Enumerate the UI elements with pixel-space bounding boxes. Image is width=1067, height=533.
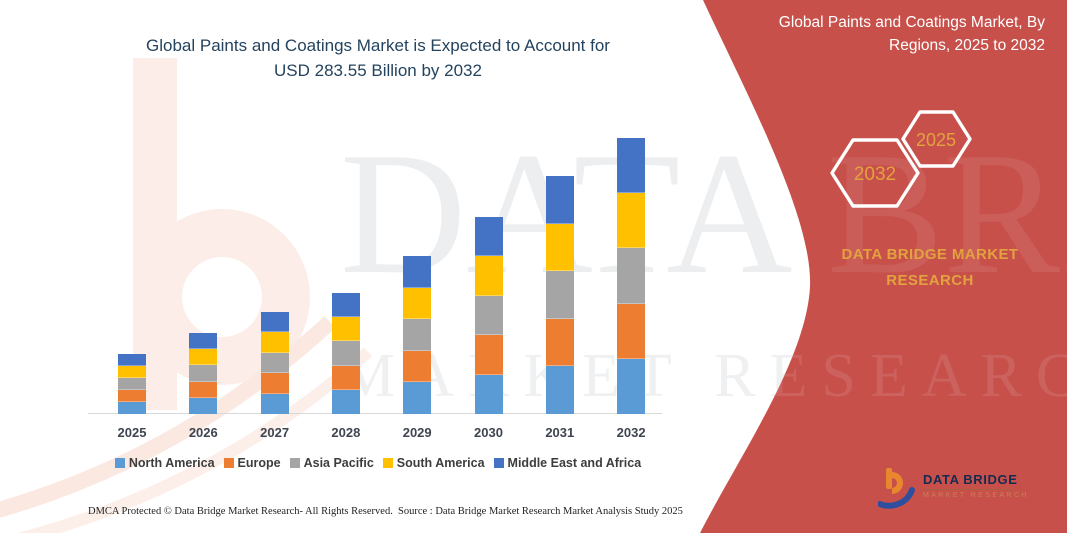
legend-swatch-icon (289, 458, 300, 468)
databridge-logo-icon (878, 468, 915, 509)
bar-segment-south-america (403, 287, 432, 320)
bar-2027 (260, 312, 289, 414)
bar-segment-middle-east-and-africa (474, 217, 503, 257)
bar-segment-north-america (260, 393, 289, 414)
bar-2031 (545, 176, 574, 414)
bar-2025 (118, 354, 146, 414)
brand-wordmark-line1: DATA BRIDGE MARKET (841, 246, 1019, 263)
bar-segment-north-america (617, 358, 646, 414)
bar-segment-south-america (617, 193, 646, 249)
legend-label: Asia Pacific (303, 456, 374, 470)
page-title-line1: Global Paints and Coatings Market is Exp… (146, 36, 610, 55)
bar-segment-asia-pacific (617, 248, 646, 304)
x-axis-label: 2025 (117, 425, 147, 440)
legend-label: Europe (237, 456, 281, 470)
legend-swatch-icon (223, 458, 234, 468)
bar-segment-south-america (260, 332, 289, 353)
legend-item-europe: Europe (223, 456, 281, 470)
x-axis-label: 2032 (616, 425, 646, 440)
legend-item-middle-east-and-africa: Middle East and Africa (493, 456, 642, 470)
brand-wordmark-line2: RESEARCH (886, 272, 974, 289)
bar-segment-asia-pacific (260, 352, 289, 374)
source-text: Source : Data Bridge Market Research Mar… (398, 506, 683, 517)
x-axis-label: 2028 (331, 425, 361, 440)
logo-divider (923, 489, 1013, 490)
bar-segment-asia-pacific (474, 295, 503, 336)
bar-segment-middle-east-and-africa (260, 312, 289, 333)
bar-segment-south-america (118, 366, 146, 379)
hexagon-badge-2032: 2032 (830, 138, 920, 208)
legend-item-north-america: North America (114, 456, 215, 470)
bar-segment-europe (474, 335, 503, 375)
bar-2028 (331, 293, 360, 414)
bar-segment-north-america (118, 402, 146, 414)
bar-segment-south-america (474, 256, 503, 296)
banner-caption-line2: Regions, 2025 to 2032 (889, 37, 1045, 54)
bar-segment-north-america (545, 366, 574, 414)
bar-2032 (617, 138, 646, 414)
hexagon-badge-2025: 2025 (901, 110, 972, 168)
x-axis-label: 2026 (188, 425, 218, 440)
bar-segment-north-america (403, 382, 432, 414)
bar-segment-middle-east-and-africa (331, 293, 360, 318)
legend-swatch-icon (114, 458, 125, 468)
bar-segment-europe (403, 350, 432, 383)
bar-2029 (403, 256, 432, 414)
legend-label: North America (128, 456, 215, 470)
x-axis-label: 2027 (260, 425, 290, 440)
databridge-logo: DATA BRIDGE MARKET RESEARCH (878, 464, 1029, 510)
bar-2030 (474, 217, 503, 414)
banner-caption: Global Paints and Coatings Market, By Re… (720, 11, 1045, 57)
bar-segment-asia-pacific (189, 365, 218, 382)
bar-segment-asia-pacific (331, 341, 360, 366)
legend-item-asia-pacific: Asia Pacific (289, 456, 374, 470)
logo-name-text: DATA BRIDGE (923, 472, 1018, 487)
bar-segment-middle-east-and-africa (189, 333, 218, 350)
red-banner-shape (700, 0, 1067, 533)
bar-segment-asia-pacific (118, 378, 146, 391)
legend-label: South America (396, 456, 485, 470)
legend-item-south-america: South America (382, 456, 485, 470)
hexagon-2025-label: 2025 (916, 130, 956, 150)
bar-segment-north-america (189, 397, 218, 414)
x-axis-label: 2029 (402, 425, 432, 440)
bar-segment-south-america (189, 349, 218, 366)
bar-segment-europe (189, 381, 218, 398)
bar-segment-middle-east-and-africa (617, 138, 646, 194)
x-axis-label: 2030 (474, 425, 503, 440)
hexagon-2032-label: 2032 (854, 164, 896, 185)
bar-segment-middle-east-and-africa (118, 354, 146, 367)
bar-segment-asia-pacific (403, 319, 432, 351)
legend-swatch-icon (493, 458, 504, 468)
x-axis-label: 2031 (545, 425, 575, 440)
bar-segment-asia-pacific (545, 271, 574, 319)
brand-wordmark: DATA BRIDGE MARKET RESEARCH (830, 242, 1030, 294)
bar-2026 (189, 333, 218, 414)
bar-segment-south-america (545, 223, 574, 272)
page-title-line2: USD 283.55 Billion by 2032 (274, 61, 482, 80)
dmca-copyright-text: DMCA Protected © Data Bridge Market Rese… (88, 506, 393, 517)
chart-legend: North America Europe Asia Pacific South Ame… (82, 456, 674, 470)
bar-segment-europe (331, 365, 360, 390)
bar-segment-middle-east-and-africa (403, 256, 432, 288)
bar-segment-middle-east-and-africa (545, 176, 574, 224)
bar-segment-europe (118, 390, 146, 403)
legend-swatch-icon (382, 458, 393, 468)
bar-segment-europe (260, 373, 289, 394)
bar-segment-europe (545, 318, 574, 367)
banner-caption-line1: Global Paints and Coatings Market, By (778, 14, 1045, 31)
x-axis-line (88, 413, 662, 414)
bar-segment-south-america (331, 317, 360, 342)
legend-label: Middle East and Africa (507, 456, 642, 470)
bar-segment-north-america (474, 374, 503, 414)
bar-segment-north-america (331, 389, 360, 414)
logo-subtitle-text: MARKET RESEARCH (923, 492, 1029, 499)
bar-segment-europe (617, 303, 646, 359)
page-title: Global Paints and Coatings Market is Exp… (75, 33, 681, 83)
